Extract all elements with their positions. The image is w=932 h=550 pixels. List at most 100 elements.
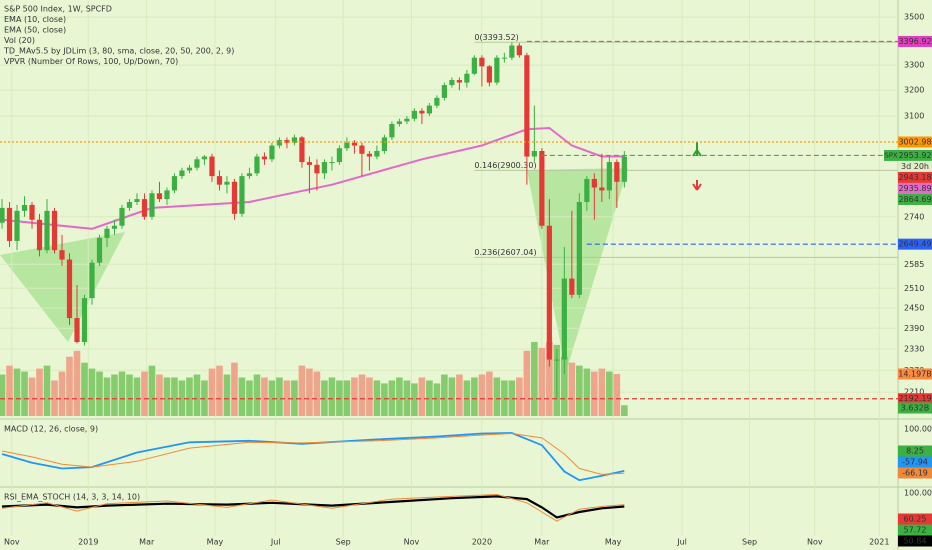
candle-body xyxy=(44,210,50,251)
legend-entry: S&P 500 Index, 1W, SPCFD xyxy=(4,5,112,14)
candle-body xyxy=(59,250,65,260)
volume-bar xyxy=(351,377,358,416)
volume-bar xyxy=(538,347,546,416)
y-tick-label: 2740 xyxy=(904,212,924,221)
price-label: 2943.18 xyxy=(898,173,931,182)
candle-body xyxy=(216,176,223,185)
indicator-label-box xyxy=(898,467,932,479)
volume-bar xyxy=(156,374,163,416)
volume-bar xyxy=(141,371,148,416)
volume-bar xyxy=(298,365,306,416)
indicator-label: -57.94 xyxy=(902,458,928,467)
pane-tick-label: 100.00 xyxy=(904,489,932,498)
volume-bar xyxy=(111,374,118,416)
price-label-box xyxy=(898,182,932,194)
price-label: 2649.49 xyxy=(898,240,931,249)
candle-body xyxy=(141,199,148,217)
volume-bar xyxy=(328,377,336,416)
arrow-up xyxy=(692,142,702,157)
candle-body xyxy=(254,156,260,174)
x-tick-label: Jul xyxy=(270,538,281,547)
indicator-line xyxy=(1,493,625,522)
candle-body xyxy=(434,97,440,106)
candle-body xyxy=(539,151,545,226)
pane-title: MACD (12, 26, close, 9) xyxy=(4,425,98,434)
volume-bar xyxy=(6,365,13,416)
volume-bar xyxy=(88,368,96,416)
candle-body xyxy=(576,202,582,295)
indicator-label-box xyxy=(898,513,932,525)
volume-label-box xyxy=(898,402,932,414)
candle-body xyxy=(276,140,283,146)
y-tick-label: 2330 xyxy=(904,344,924,353)
volume-bar xyxy=(606,371,613,416)
candle-body xyxy=(366,153,373,157)
volume-bar xyxy=(471,377,478,416)
candle-body xyxy=(186,167,193,171)
volume-bar xyxy=(583,368,591,416)
volume-bar xyxy=(568,362,576,416)
volume-bar xyxy=(426,380,433,416)
volume-bar xyxy=(186,377,193,416)
volume-bar xyxy=(208,368,216,416)
candle-body xyxy=(456,80,462,83)
candle-body xyxy=(6,207,13,241)
arrow-down xyxy=(692,180,702,191)
volume-bar xyxy=(433,383,441,416)
candle-body xyxy=(96,237,103,263)
price-label-box xyxy=(898,136,932,148)
fib-label: 0.146(2900.30) xyxy=(474,161,536,170)
candle-body xyxy=(321,162,328,174)
volume-bar xyxy=(591,371,598,416)
volume-bar xyxy=(178,380,186,416)
volume-bar xyxy=(493,377,501,416)
volume-bar xyxy=(358,374,366,416)
candle-body xyxy=(89,262,95,299)
x-tick-label: 2020 xyxy=(472,538,492,547)
volume-bar xyxy=(13,368,21,416)
volume-bar xyxy=(148,365,156,416)
candle-body xyxy=(419,110,425,114)
price-label-box xyxy=(898,193,932,205)
candle-body xyxy=(381,137,388,152)
volume-bar xyxy=(561,356,568,416)
volume-label: 14.197B xyxy=(898,369,931,378)
volume-label-box xyxy=(898,368,932,380)
candle-body xyxy=(36,219,43,251)
volume-bar xyxy=(456,374,463,416)
volume-bar xyxy=(73,350,81,416)
candle-body xyxy=(134,199,140,203)
candle-body xyxy=(126,202,133,208)
candle-body xyxy=(261,156,268,160)
volume-bar xyxy=(621,405,628,416)
candle-body xyxy=(404,118,410,122)
price-label-box xyxy=(898,35,932,47)
candle-body xyxy=(164,190,170,200)
volume-bar xyxy=(283,380,291,416)
volume-bar xyxy=(171,377,178,416)
candle-body xyxy=(359,145,365,154)
volume-bar xyxy=(478,374,486,416)
volume-bar xyxy=(0,374,6,416)
volume-bar xyxy=(291,380,298,416)
price-label: 2864.69 xyxy=(898,195,931,204)
volume-bar xyxy=(388,380,396,416)
y-tick-label: 3300 xyxy=(904,61,924,70)
candle-body xyxy=(14,210,20,241)
candle-body xyxy=(21,204,28,211)
candle-body xyxy=(554,359,560,361)
volume-bar xyxy=(486,371,493,416)
volume-bar xyxy=(58,371,66,416)
candle-body xyxy=(614,162,620,182)
legend-entry: EMA (50, close) xyxy=(4,26,66,35)
candle-body xyxy=(306,162,313,165)
candle-body xyxy=(471,57,477,74)
price-label: 2192.19 xyxy=(898,394,931,403)
x-tick-label: Jul xyxy=(676,538,687,547)
pattern-triangle xyxy=(0,232,125,342)
volume-bar xyxy=(81,362,88,416)
candle-body xyxy=(426,105,432,114)
volume-bar xyxy=(28,377,36,416)
candle-body xyxy=(374,151,380,157)
